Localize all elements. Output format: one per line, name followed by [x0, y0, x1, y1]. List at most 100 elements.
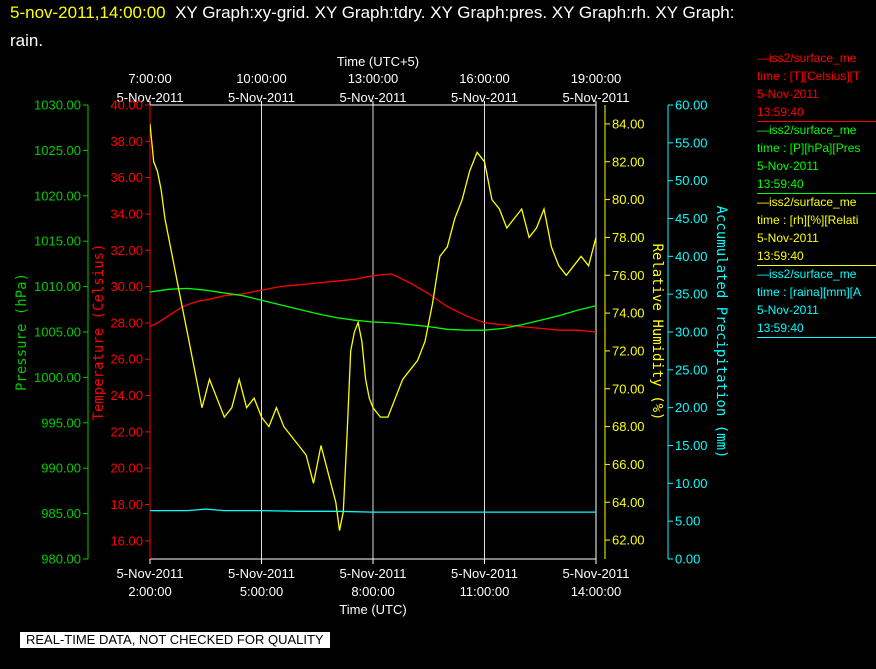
- legend-entry-line2: time : [rh][%][Relati: [757, 213, 859, 227]
- humidity-tick-label: 64.00: [612, 495, 645, 510]
- pressure-tick-label: 995.00: [41, 415, 81, 430]
- bottom-axis-tick-date: 5-Nov-2011: [563, 566, 630, 581]
- precip-tick-label: 0.00: [675, 552, 700, 567]
- bottom-axis-tick-time: 2:00:00: [128, 584, 171, 599]
- precip-tick-label: 10.00: [675, 476, 708, 491]
- top-axis-label: Time (UTC+5): [337, 54, 419, 69]
- top-axis-tick-date: 5-Nov-2011: [228, 90, 295, 105]
- precip-axis-label: Accumulated Precipitation (mm): [713, 206, 729, 459]
- temperature-tick-label: 22.00: [110, 424, 143, 439]
- pressure-tick-label: 1010.00: [34, 279, 81, 294]
- humidity-tick-label: 82.00: [612, 154, 645, 169]
- legend-entry-line4: 13:59:40: [757, 105, 804, 119]
- humidity-axis-label: Relative Humidity (%): [649, 243, 665, 420]
- precip-tick-label: 5.00: [675, 514, 700, 529]
- legend-entry-line2: time : [raina][mm][A: [757, 285, 862, 299]
- legend-entry-line1: —iss2/surface_me: [757, 195, 857, 209]
- temperature-axis-label: Temperature (Celsius): [91, 243, 107, 420]
- precip-tick-label: 60.00: [675, 98, 708, 113]
- legend-entry: —iss2/surface_me time : [T][Celsius][T 5-N…: [757, 49, 876, 122]
- pressure-tick-label: 1030.00: [34, 98, 81, 113]
- precip-tick-label: 20.00: [675, 400, 708, 415]
- temperature-tick-label: 16.00: [110, 533, 143, 548]
- pressure-tick-label: 1025.00: [34, 143, 81, 158]
- legend-entry-line4: 13:59:40: [757, 321, 804, 335]
- humidity-tick-label: 66.00: [612, 457, 645, 472]
- temperature-tick-label: 18.00: [110, 497, 143, 512]
- quality-disclaimer: REAL-TIME DATA, NOT CHECKED FOR QUALITY: [20, 632, 330, 648]
- legend-entry-line3: 5-Nov-2011: [757, 231, 819, 245]
- temperature-tick-label: 24.00: [110, 388, 143, 403]
- temperature-tick-label: 34.00: [110, 206, 143, 221]
- top-axis-tick-time: 16:00:00: [459, 71, 510, 86]
- bottom-axis-tick-date: 5-Nov-2011: [340, 566, 407, 581]
- pressure-axis-label: Pressure (hPa): [14, 273, 30, 391]
- humidity-tick-label: 76.00: [612, 268, 645, 283]
- humidity-tick-label: 74.00: [612, 306, 645, 321]
- top-axis-tick-time: 19:00:00: [571, 71, 622, 86]
- top-axis-tick-time: 10:00:00: [236, 71, 287, 86]
- top-axis-tick-date: 5-Nov-2011: [451, 90, 518, 105]
- precip-tick-label: 25.00: [675, 362, 708, 377]
- precip-tick-label: 55.00: [675, 135, 708, 150]
- precip-tick-label: 30.00: [675, 325, 708, 340]
- bottom-axis-tick-time: 11:00:00: [460, 584, 510, 599]
- pressure-tick-label: 1020.00: [34, 188, 81, 203]
- precip-tick-label: 50.00: [675, 173, 708, 188]
- title-line2: rain.: [10, 31, 44, 50]
- top-axis-tick-date: 5-Nov-2011: [340, 90, 407, 105]
- series-line-temperature: [150, 273, 596, 333]
- precip-tick-label: 40.00: [675, 249, 708, 264]
- temperature-tick-label: 36.00: [110, 170, 143, 185]
- legend-entry-line2: time : [T][Celsius][T: [757, 69, 861, 83]
- humidity-tick-label: 80.00: [612, 192, 645, 207]
- bottom-axis-tick-time: 8:00:00: [351, 584, 394, 599]
- legend-entry-line3: 5-Nov-2011: [757, 87, 819, 101]
- humidity-tick-label: 70.00: [612, 381, 645, 396]
- temperature-tick-label: 26.00: [110, 352, 143, 367]
- top-axis-tick-date: 5-Nov-2011: [563, 90, 630, 105]
- temperature-tick-label: 32.00: [110, 243, 143, 258]
- legend-entry-line3: 5-Nov-2011: [757, 303, 819, 317]
- legend-entry-line1: —iss2/surface_me: [757, 267, 857, 281]
- pressure-tick-label: 1000.00: [34, 370, 81, 385]
- precip-tick-label: 45.00: [675, 211, 708, 226]
- series-line-precip: [150, 508, 596, 513]
- precip-tick-label: 35.00: [675, 287, 708, 302]
- humidity-tick-label: 78.00: [612, 230, 645, 245]
- bottom-axis-tick-time: 14:00:00: [571, 584, 622, 599]
- pressure-tick-label: 1015.00: [34, 234, 81, 249]
- humidity-tick-label: 62.00: [612, 533, 645, 548]
- humidity-tick-label: 84.00: [612, 116, 645, 131]
- top-axis-tick-time: 13:00:00: [348, 71, 399, 86]
- temperature-tick-label: 30.00: [110, 279, 143, 294]
- precip-tick-label: 15.00: [675, 438, 708, 453]
- temperature-tick-label: 20.00: [110, 461, 143, 476]
- top-axis-tick-date: 5-Nov-2011: [117, 90, 184, 105]
- bottom-axis-tick-date: 5-Nov-2011: [451, 566, 518, 581]
- pressure-tick-label: 990.00: [41, 461, 81, 476]
- pressure-tick-label: 980.00: [41, 552, 81, 567]
- temperature-tick-label: 40.00: [110, 98, 143, 113]
- title-date: 5-nov-2011,14:00:00: [10, 3, 166, 22]
- pressure-tick-label: 985.00: [41, 506, 81, 521]
- legend-entry-line1: —iss2/surface_me: [757, 123, 857, 137]
- legend-entry-line4: 13:59:40: [757, 249, 804, 263]
- bottom-axis-tick-date: 5-Nov-2011: [117, 566, 184, 581]
- bottom-axis-tick-date: 5-Nov-2011: [228, 566, 295, 581]
- temperature-tick-label: 28.00: [110, 315, 143, 330]
- title-text: XY Graph:xy-grid. XY Graph:tdry. XY Grap…: [175, 3, 735, 22]
- temperature-tick-label: 38.00: [110, 134, 143, 149]
- top-axis-tick-time: 7:00:00: [128, 71, 171, 86]
- bottom-axis-tick-time: 5:00:00: [240, 584, 283, 599]
- bottom-axis-label: Time (UTC): [339, 602, 406, 617]
- series-line-humidity: [150, 123, 596, 531]
- legend-entry-line3: 5-Nov-2011: [757, 159, 819, 173]
- pressure-tick-label: 1005.00: [34, 325, 81, 340]
- legend-entry-line2: time : [P][hPa][Pres: [757, 141, 861, 155]
- title-line1: 5-nov-2011,14:00:00 XY Graph:xy-grid. XY…: [10, 3, 734, 23]
